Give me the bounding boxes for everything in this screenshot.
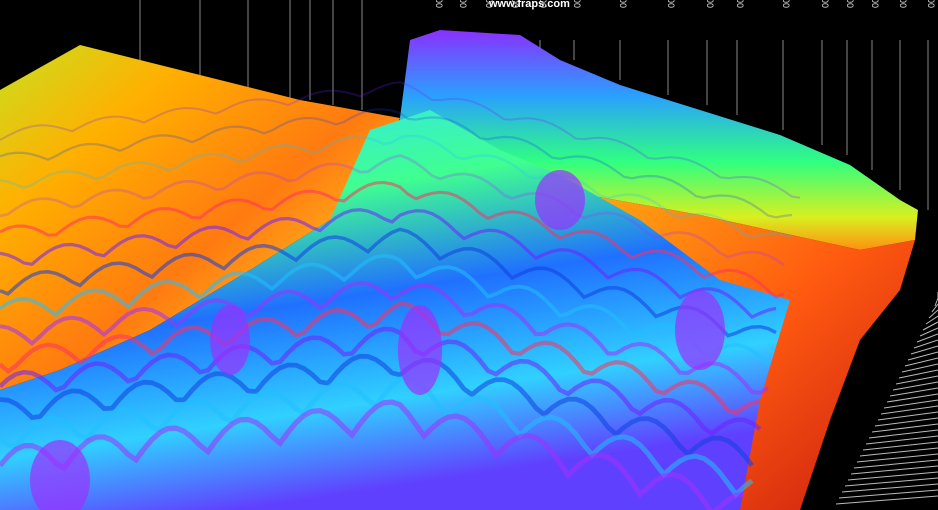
grating-line bbox=[889, 387, 938, 397]
grating-line bbox=[922, 321, 938, 331]
ridge bbox=[0, 326, 762, 437]
grating-line bbox=[919, 327, 938, 337]
ridge bbox=[0, 227, 777, 338]
grating-line bbox=[844, 477, 938, 487]
grating-line bbox=[901, 363, 938, 373]
frequency-label: 1000 bbox=[735, 0, 745, 8]
frequency-label: 3000 bbox=[538, 0, 548, 8]
frequency-label: 300 bbox=[870, 0, 880, 8]
watermark: www.fraps.com bbox=[488, 0, 570, 10]
grating-line bbox=[847, 471, 938, 481]
frequency-label: 4500 bbox=[458, 0, 468, 8]
ridge bbox=[0, 154, 785, 267]
grating-line bbox=[874, 417, 938, 427]
grating-line bbox=[892, 381, 938, 391]
frequency-label: 400 bbox=[845, 0, 855, 8]
peak bbox=[675, 290, 725, 370]
frequency-label: 1200 bbox=[705, 0, 715, 8]
grating-line bbox=[859, 447, 938, 457]
frequency-label: 3500 bbox=[510, 0, 520, 8]
grating-line bbox=[877, 411, 938, 421]
grating-line bbox=[898, 369, 938, 379]
grating-line bbox=[886, 393, 938, 403]
grating-line bbox=[850, 465, 938, 475]
grating-line bbox=[862, 441, 938, 451]
ridges bbox=[0, 81, 801, 510]
grating-line bbox=[910, 345, 938, 355]
ridge bbox=[0, 180, 785, 299]
ridge bbox=[0, 280, 770, 395]
ridge bbox=[0, 81, 801, 199]
grating-line bbox=[841, 483, 938, 493]
ridge bbox=[0, 108, 793, 219]
ridge bbox=[0, 353, 754, 467]
frequency-label: 2000 bbox=[618, 0, 628, 8]
grating-line bbox=[853, 459, 938, 469]
peak bbox=[30, 440, 90, 510]
ridge bbox=[0, 399, 745, 510]
frequency-label: 4000 bbox=[484, 0, 494, 8]
grating-line bbox=[883, 399, 938, 409]
grating-line bbox=[865, 435, 938, 445]
grating-line bbox=[871, 423, 938, 433]
ridge bbox=[0, 134, 793, 239]
grating-line bbox=[856, 453, 938, 463]
grating-line bbox=[868, 429, 938, 439]
frequency-label: 5000 bbox=[434, 0, 444, 8]
grating-line bbox=[916, 333, 938, 343]
grating-line bbox=[931, 303, 938, 313]
grating-line bbox=[838, 489, 938, 499]
back-ridge bbox=[400, 30, 918, 250]
frequency-grid bbox=[139, 0, 929, 210]
grating-line bbox=[895, 375, 938, 385]
frequency-label: 700 bbox=[781, 0, 791, 8]
grating-line bbox=[928, 309, 938, 319]
grating-line bbox=[880, 405, 938, 415]
grating-line bbox=[925, 315, 938, 325]
peak bbox=[535, 170, 585, 230]
frequency-label: 100 bbox=[926, 0, 936, 8]
grating-line bbox=[904, 357, 938, 367]
frequency-label: 1500 bbox=[666, 0, 676, 8]
grating-line bbox=[907, 351, 938, 361]
peak bbox=[210, 305, 250, 375]
frequency-label: 200 bbox=[898, 0, 908, 8]
grating-line bbox=[913, 339, 938, 349]
floor-grating bbox=[835, 292, 938, 505]
ridge bbox=[0, 208, 777, 319]
grating-line bbox=[835, 495, 938, 505]
frequency-label: 500 bbox=[820, 0, 830, 8]
peak bbox=[398, 305, 442, 395]
frequency-label: 2500 bbox=[572, 0, 582, 8]
ridge bbox=[0, 253, 770, 366]
ridge bbox=[0, 301, 761, 416]
